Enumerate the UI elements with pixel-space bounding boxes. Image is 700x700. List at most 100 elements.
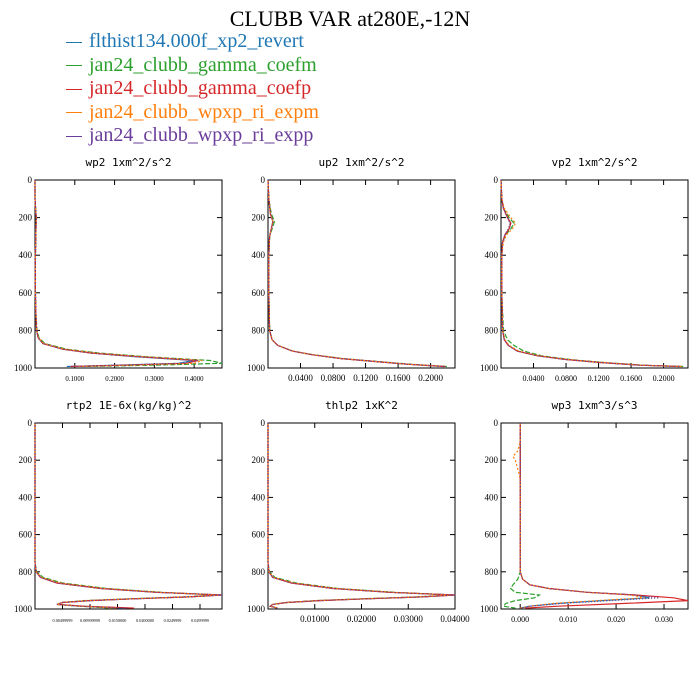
series-line-5: [267, 423, 456, 609]
x-tick-label: 0.03000: [394, 614, 424, 624]
panel-title: vp2 1xm^2/s^2: [551, 156, 637, 169]
panel-title: wp2 1xm^2/s^2: [85, 156, 171, 169]
y-tick-label: 1000: [480, 604, 499, 614]
y-tick-label: 0: [28, 175, 33, 185]
x-tick-label: 0.02000: [347, 614, 377, 624]
x-tick-label: 0.0249999: [164, 618, 182, 623]
series-line-2: [500, 179, 684, 368]
x-tick-label: 0.2000: [105, 376, 124, 383]
x-tick-label: 0.030: [655, 615, 673, 624]
plot-panel: rtp2 1E-6x(kg/kg)^2 0 200 400 600 800 1000 0.00…: [14, 399, 223, 623]
y-tick-label: 600: [485, 530, 499, 540]
x-tick-label: 0.020: [607, 615, 625, 624]
plot-frame: [267, 179, 456, 369]
x-tick-label: 0.2000: [418, 373, 443, 383]
plot-frame: [34, 179, 223, 369]
x-tick-label: 0.1200: [353, 373, 378, 383]
y-tick-label: 800: [19, 325, 33, 335]
series-line-1: [519, 423, 650, 609]
panel-title: rtp2 1E-6x(kg/kg)^2: [66, 399, 192, 412]
plot-frame: [500, 422, 689, 610]
y-tick-label: 600: [485, 288, 499, 298]
y-tick-label: 400: [19, 492, 33, 502]
y-tick-label: 200: [485, 213, 499, 223]
series-line-5: [34, 180, 199, 368]
series-line-5: [500, 179, 681, 368]
x-tick-label: 0.0800: [321, 373, 346, 383]
legend-item: jan24_clubb_gamma_coefp: [66, 77, 319, 101]
plot-panel: wp3 1xm^3/s^3 0 200 400 600 800 1000 0.000 0.010…: [480, 399, 689, 624]
x-tick-label: 0.010: [559, 615, 577, 624]
legend-item: flthist134.000f_xp2_revert: [66, 30, 319, 54]
legend-label: jan24_clubb_gamma_coefm: [89, 53, 317, 76]
y-tick-label: 0: [28, 418, 33, 428]
y-tick-label: 0: [261, 418, 266, 428]
x-tick-label: 0.00999999: [80, 618, 100, 623]
series-line-2: [502, 423, 542, 609]
series-line-4: [34, 423, 220, 609]
series-line-1: [267, 423, 456, 609]
series-line-2: [267, 423, 451, 609]
y-tick-label: 200: [19, 213, 33, 223]
y-tick-label: 200: [485, 455, 499, 465]
series-line-2: [267, 179, 447, 368]
x-tick-label: 0.3000: [145, 376, 164, 383]
x-tick-label: 0.000: [511, 615, 529, 624]
y-tick-label: 600: [19, 530, 33, 540]
y-tick-label: 800: [19, 567, 33, 577]
series-line-3: [519, 423, 689, 609]
x-tick-label: 0.0299999: [191, 618, 209, 623]
x-tick-label: 0.00499999: [53, 618, 73, 623]
plot-panel: thlp2 1xK^2 0 200 400 600 800 1000 0.01000 0.020…: [247, 399, 470, 624]
legend: flthist134.000f_xp2_revert jan24_clubb_g…: [66, 30, 319, 148]
y-tick-label: 0: [261, 175, 266, 185]
series-line-4: [267, 423, 453, 609]
series-line-1: [500, 179, 680, 368]
series-line-4: [267, 179, 444, 368]
y-tick-label: 400: [19, 250, 33, 260]
legend-swatch: [66, 135, 82, 137]
x-tick-label: 0.1600: [620, 374, 642, 383]
series-line-1: [267, 179, 443, 368]
series-line-2: [34, 180, 223, 368]
plot-frame: [34, 422, 223, 610]
legend-label: jan24_clubb_gamma_coefp: [89, 77, 312, 99]
y-tick-label: 400: [485, 250, 499, 260]
x-tick-label: 0.0400: [288, 373, 313, 383]
y-tick-label: 600: [252, 530, 266, 540]
x-tick-label: 0.0400: [523, 374, 545, 383]
plot-frame: [500, 179, 689, 369]
plot-panel: vp2 1xm^2/s^2 0 200 400 600 800 1000 0.0400 0.08…: [480, 156, 689, 383]
legend-swatch: [66, 88, 82, 90]
series-line-5: [519, 423, 660, 609]
plot-panel: up2 1xm^2/s^2 0 200 400 600 800 1000 0.0400 0.08…: [247, 156, 456, 383]
series-line-4: [512, 423, 645, 609]
legend-swatch: [66, 65, 82, 67]
legend-label: jan24_clubb_wpxp_ri_expp: [89, 124, 314, 146]
y-tick-label: 600: [252, 288, 266, 298]
legend-label: flthist134.000f_xp2_revert: [89, 30, 304, 52]
legend-item: jan24_clubb_gamma_coefm: [66, 54, 319, 78]
y-tick-label: 0: [494, 418, 499, 428]
series-line-2: [34, 423, 217, 609]
chart-title: CLUBB VAR at280E,-12N: [229, 6, 471, 31]
series-line-1: [34, 423, 223, 609]
panel-title: wp3 1xm^3/s^3: [551, 399, 637, 412]
x-tick-label: 0.0800: [555, 374, 577, 383]
y-tick-label: 1000: [14, 604, 33, 614]
x-tick-label: 0.1200: [588, 374, 610, 383]
series-line-4: [500, 179, 682, 368]
x-tick-label: 0.04000: [440, 614, 470, 624]
y-tick-label: 1000: [14, 363, 33, 373]
x-tick-label: 0.1000: [65, 376, 84, 383]
y-tick-label: 200: [19, 455, 33, 465]
y-tick-label: 400: [485, 492, 499, 502]
series-line-1: [34, 180, 195, 368]
y-tick-label: 1000: [480, 363, 499, 373]
y-tick-label: 400: [252, 250, 266, 260]
legend-swatch: [66, 112, 82, 114]
y-tick-label: 200: [252, 455, 266, 465]
plot-panel: wp2 1xm^2/s^2 0 200 400 600 800 1000 0.1000 0.20…: [14, 156, 223, 383]
series-line-3: [34, 423, 223, 609]
